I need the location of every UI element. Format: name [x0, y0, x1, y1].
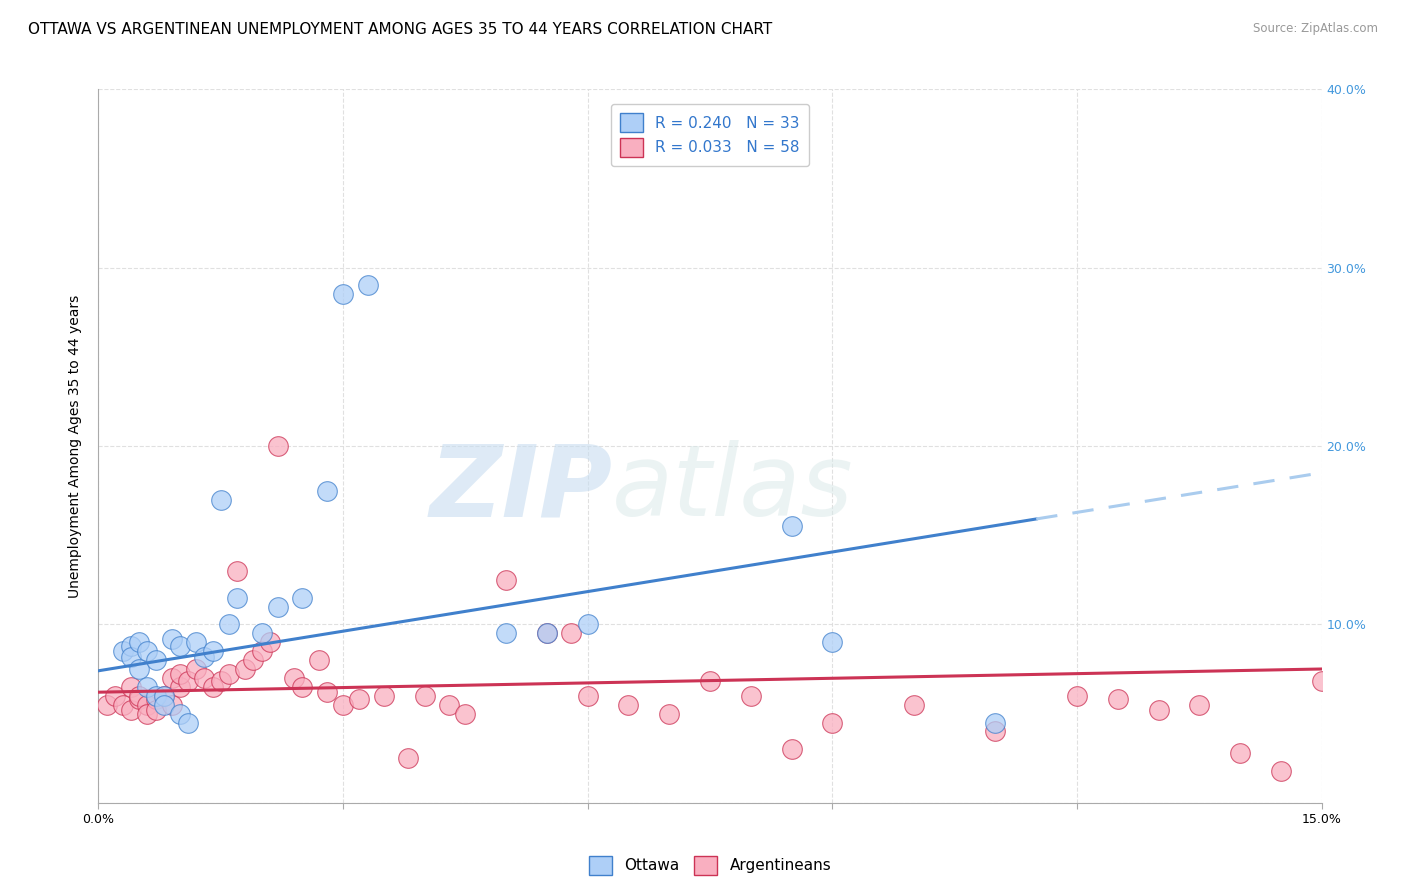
Point — [699, 674, 721, 689]
Point — [250, 644, 273, 658]
Point — [177, 674, 200, 689]
Point — [242, 653, 264, 667]
Point — [308, 653, 330, 667]
Point — [152, 698, 174, 712]
Point — [226, 591, 249, 605]
Point — [169, 706, 191, 721]
Point — [160, 698, 183, 712]
Point — [201, 644, 224, 658]
Point — [903, 698, 925, 712]
Point — [1270, 764, 1292, 778]
Point — [454, 706, 477, 721]
Point — [160, 632, 183, 646]
Legend: Ottawa, Argentineans: Ottawa, Argentineans — [582, 850, 838, 880]
Point — [218, 667, 240, 681]
Point — [1066, 689, 1088, 703]
Point — [984, 715, 1007, 730]
Point — [315, 685, 337, 699]
Point — [218, 617, 240, 632]
Text: Source: ZipAtlas.com: Source: ZipAtlas.com — [1253, 22, 1378, 36]
Point — [193, 649, 215, 664]
Point — [1229, 746, 1251, 760]
Point — [186, 662, 208, 676]
Point — [226, 564, 249, 578]
Point — [193, 671, 215, 685]
Point — [128, 689, 150, 703]
Point — [576, 689, 599, 703]
Point — [209, 674, 232, 689]
Point — [250, 626, 273, 640]
Point — [291, 591, 314, 605]
Point — [1107, 692, 1129, 706]
Point — [576, 617, 599, 632]
Point — [169, 680, 191, 694]
Text: atlas: atlas — [612, 441, 853, 537]
Point — [332, 698, 354, 712]
Point — [291, 680, 314, 694]
Point — [560, 626, 582, 640]
Point — [201, 680, 224, 694]
Point — [1310, 674, 1333, 689]
Point — [111, 698, 134, 712]
Point — [267, 599, 290, 614]
Point — [111, 644, 134, 658]
Point — [96, 698, 118, 712]
Point — [128, 662, 150, 676]
Point — [740, 689, 762, 703]
Point — [984, 724, 1007, 739]
Point — [128, 635, 150, 649]
Point — [136, 644, 159, 658]
Point — [437, 698, 460, 712]
Point — [145, 692, 167, 706]
Point — [536, 626, 558, 640]
Point — [136, 698, 159, 712]
Point — [145, 689, 167, 703]
Point — [177, 715, 200, 730]
Point — [120, 703, 142, 717]
Text: ZIP: ZIP — [429, 441, 612, 537]
Point — [120, 680, 142, 694]
Point — [120, 649, 142, 664]
Point — [356, 278, 378, 293]
Point — [315, 483, 337, 498]
Point — [780, 742, 803, 756]
Point — [152, 689, 174, 703]
Point — [283, 671, 305, 685]
Point — [136, 680, 159, 694]
Point — [169, 639, 191, 653]
Point — [209, 492, 232, 507]
Point — [145, 653, 167, 667]
Point — [104, 689, 127, 703]
Point — [617, 698, 640, 712]
Point — [373, 689, 395, 703]
Y-axis label: Unemployment Among Ages 35 to 44 years: Unemployment Among Ages 35 to 44 years — [69, 294, 83, 598]
Point — [233, 662, 256, 676]
Point — [160, 671, 183, 685]
Point — [145, 703, 167, 717]
Point — [186, 635, 208, 649]
Point — [152, 689, 174, 703]
Point — [821, 715, 844, 730]
Point — [128, 692, 150, 706]
Point — [780, 519, 803, 533]
Point — [120, 639, 142, 653]
Point — [169, 667, 191, 681]
Point — [332, 287, 354, 301]
Point — [536, 626, 558, 640]
Point — [396, 751, 419, 765]
Point — [267, 439, 290, 453]
Point — [1188, 698, 1211, 712]
Point — [259, 635, 281, 649]
Point — [136, 706, 159, 721]
Point — [495, 573, 517, 587]
Point — [413, 689, 436, 703]
Point — [349, 692, 371, 706]
Point — [658, 706, 681, 721]
Point — [495, 626, 517, 640]
Point — [821, 635, 844, 649]
Text: OTTAWA VS ARGENTINEAN UNEMPLOYMENT AMONG AGES 35 TO 44 YEARS CORRELATION CHART: OTTAWA VS ARGENTINEAN UNEMPLOYMENT AMONG… — [28, 22, 772, 37]
Point — [1147, 703, 1170, 717]
